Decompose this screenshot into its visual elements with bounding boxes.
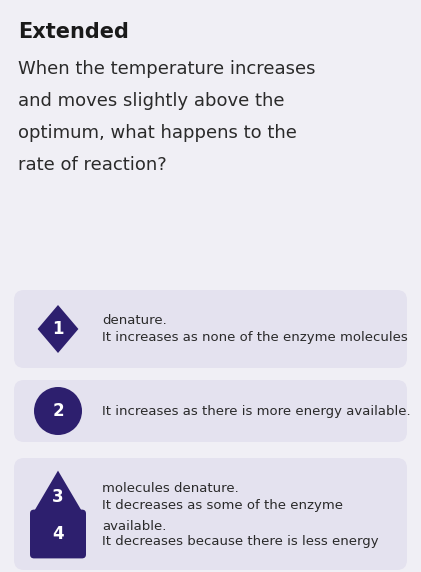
Text: denature.: denature.	[102, 315, 167, 328]
Text: 3: 3	[52, 488, 64, 506]
Text: optimum, what happens to the: optimum, what happens to the	[18, 124, 297, 142]
FancyBboxPatch shape	[14, 498, 407, 570]
Text: It increases as none of the enzyme molecules: It increases as none of the enzyme molec…	[102, 331, 408, 344]
Text: When the temperature increases: When the temperature increases	[18, 60, 315, 78]
Text: 4: 4	[52, 525, 64, 543]
Text: Extended: Extended	[18, 22, 129, 42]
Text: It decreases because there is less energy: It decreases because there is less energ…	[102, 535, 378, 549]
Text: 1: 1	[52, 320, 64, 338]
FancyBboxPatch shape	[14, 458, 407, 536]
Polygon shape	[37, 305, 78, 353]
Text: 2: 2	[52, 402, 64, 420]
Text: It decreases as some of the enzyme: It decreases as some of the enzyme	[102, 499, 343, 511]
FancyBboxPatch shape	[14, 290, 407, 368]
Text: and moves slightly above the: and moves slightly above the	[18, 92, 285, 110]
FancyBboxPatch shape	[30, 510, 86, 558]
Text: available.: available.	[102, 519, 166, 533]
Text: molecules denature.: molecules denature.	[102, 483, 239, 495]
Polygon shape	[32, 471, 84, 515]
FancyBboxPatch shape	[14, 380, 407, 442]
Text: It increases as there is more energy available.: It increases as there is more energy ava…	[102, 404, 410, 418]
Text: rate of reaction?: rate of reaction?	[18, 156, 167, 174]
Circle shape	[34, 387, 82, 435]
